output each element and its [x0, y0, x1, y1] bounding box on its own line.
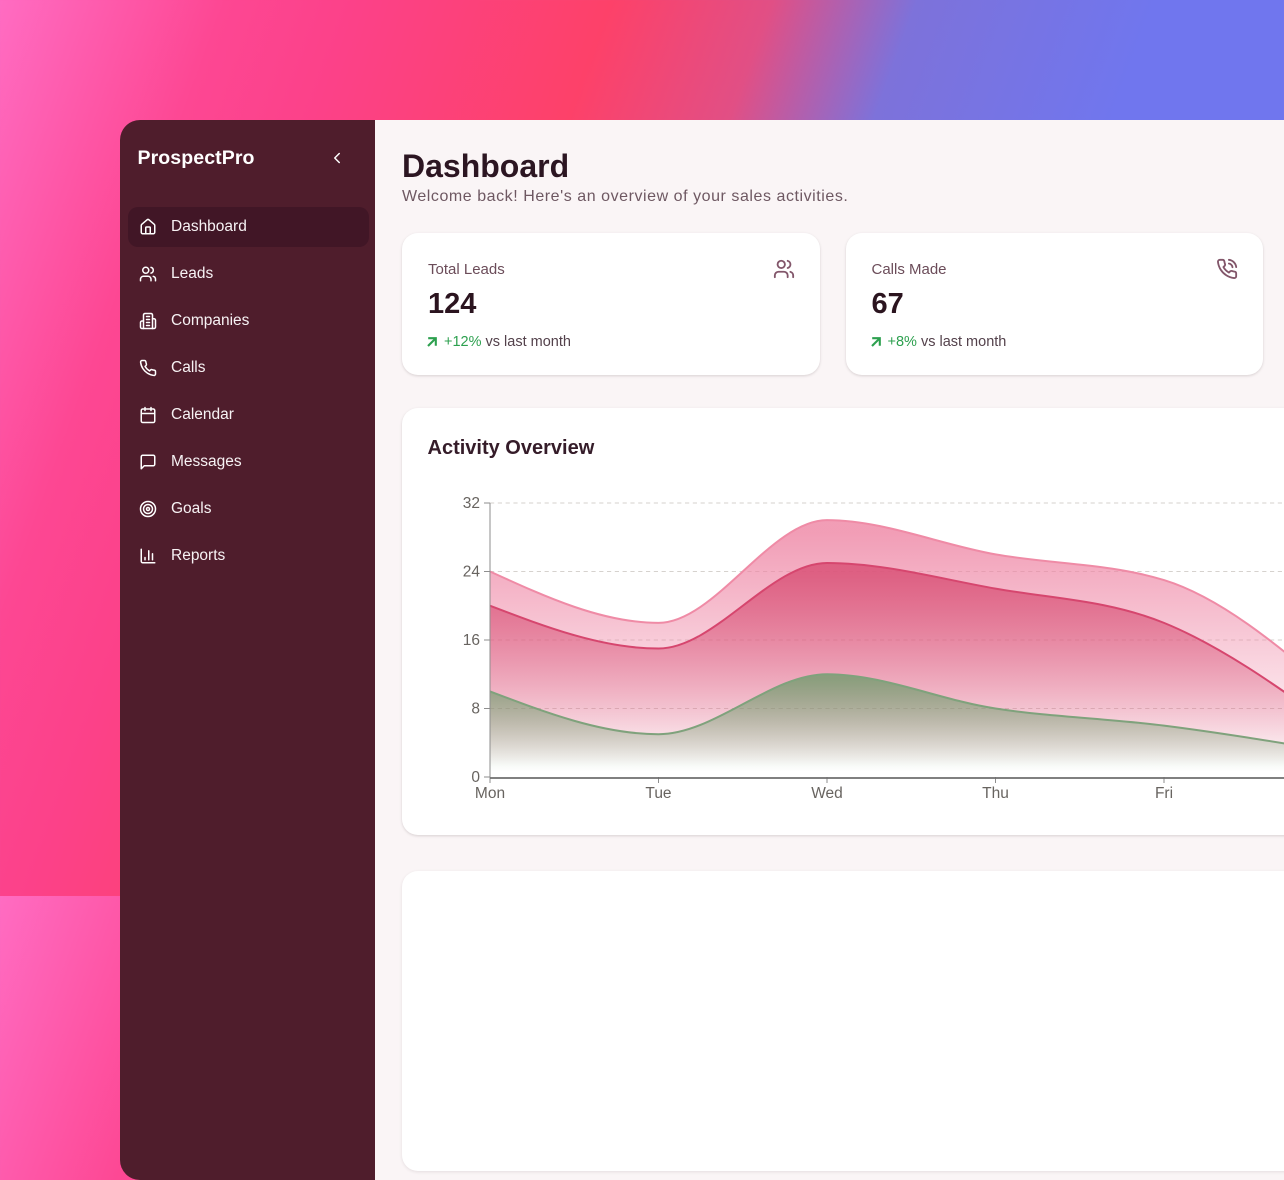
svg-text:Thu: Thu	[982, 785, 1009, 802]
svg-text:32: 32	[463, 495, 480, 512]
svg-text:Mon: Mon	[475, 785, 505, 802]
svg-text:16: 16	[463, 632, 480, 649]
svg-text:0: 0	[471, 769, 480, 786]
svg-text:Tue: Tue	[645, 785, 671, 802]
svg-text:Wed: Wed	[811, 785, 843, 802]
svg-text:24: 24	[463, 563, 481, 580]
svg-text:Fri: Fri	[1155, 785, 1173, 802]
svg-text:8: 8	[471, 700, 480, 717]
